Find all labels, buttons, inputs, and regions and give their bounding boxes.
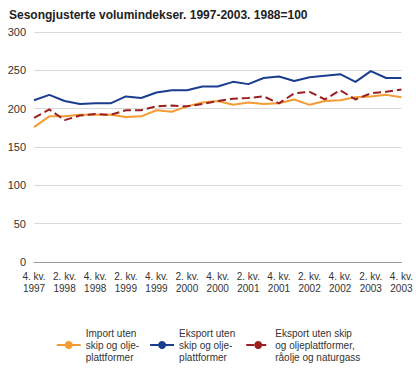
svg-text:skip og olje-: skip og olje- — [86, 340, 139, 351]
svg-text:Eksport uten: Eksport uten — [179, 328, 235, 339]
svg-text:Eksport uten skip: Eksport uten skip — [275, 328, 352, 339]
svg-text:2. kv.: 2. kv. — [114, 271, 137, 282]
svg-text:1998: 1998 — [84, 283, 107, 294]
svg-text:0: 0 — [20, 256, 26, 268]
svg-text:1999: 1999 — [145, 283, 168, 294]
svg-text:2002: 2002 — [329, 283, 352, 294]
svg-text:2000: 2000 — [176, 283, 199, 294]
svg-text:og oljeplattformer,: og oljeplattformer, — [275, 340, 355, 351]
svg-text:1997: 1997 — [23, 283, 46, 294]
svg-text:2002: 2002 — [298, 283, 321, 294]
svg-text:50: 50 — [14, 218, 26, 230]
svg-text:skip og olje-: skip og olje- — [179, 340, 232, 351]
svg-text:4. kv.: 4. kv. — [84, 271, 107, 282]
svg-text:4. kv.: 4. kv. — [390, 271, 413, 282]
svg-text:300: 300 — [8, 26, 26, 38]
svg-text:250: 250 — [8, 64, 26, 76]
svg-text:4. kv.: 4. kv. — [267, 271, 290, 282]
svg-text:4. kv.: 4. kv. — [206, 271, 229, 282]
svg-text:100: 100 — [8, 179, 26, 191]
svg-text:plattformer: plattformer — [179, 352, 227, 363]
svg-text:Import uten: Import uten — [86, 328, 137, 339]
svg-text:2003: 2003 — [360, 283, 383, 294]
svg-text:plattformer: plattformer — [86, 352, 134, 363]
svg-text:4. kv.: 4. kv. — [22, 271, 45, 282]
svg-text:2. kv.: 2. kv. — [237, 271, 260, 282]
svg-text:4. kv.: 4. kv. — [145, 271, 168, 282]
svg-text:2003: 2003 — [390, 283, 413, 294]
svg-text:1999: 1999 — [115, 283, 138, 294]
svg-text:1998: 1998 — [53, 283, 76, 294]
svg-text:2. kv.: 2. kv. — [298, 271, 321, 282]
svg-text:2001: 2001 — [237, 283, 260, 294]
svg-text:Sesongjusterte volumindekser.: Sesongjusterte volumindekser. 1997-2003.… — [9, 8, 308, 22]
svg-text:2. kv.: 2. kv. — [359, 271, 382, 282]
svg-text:2. kv.: 2. kv. — [176, 271, 199, 282]
svg-text:4. kv.: 4. kv. — [329, 271, 352, 282]
svg-text:2001: 2001 — [268, 283, 291, 294]
svg-text:råolje og naturgass: råolje og naturgass — [275, 352, 360, 363]
svg-text:2. kv.: 2. kv. — [53, 271, 76, 282]
svg-text:2000: 2000 — [207, 283, 230, 294]
svg-text:150: 150 — [8, 141, 26, 153]
svg-text:200: 200 — [8, 103, 26, 115]
